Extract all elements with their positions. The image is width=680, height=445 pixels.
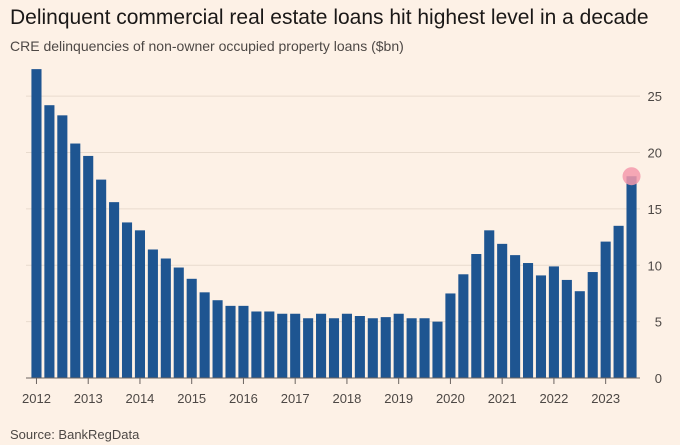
bar xyxy=(290,313,301,378)
x-tick-label: 2017 xyxy=(281,391,310,406)
bar xyxy=(96,179,107,378)
bar xyxy=(522,263,534,378)
bar xyxy=(497,243,508,378)
bar xyxy=(341,313,352,378)
bar xyxy=(251,311,262,378)
bar xyxy=(31,69,42,379)
y-tick-label: 20 xyxy=(648,146,662,161)
bar xyxy=(419,318,430,378)
bar xyxy=(57,115,68,378)
x-tick-label: 2012 xyxy=(22,391,51,406)
bar xyxy=(328,318,340,378)
bar xyxy=(121,222,133,378)
bar xyxy=(264,311,275,378)
bar xyxy=(225,305,236,378)
bar xyxy=(393,313,404,378)
bar xyxy=(44,105,55,378)
y-tick-label: 5 xyxy=(655,315,662,330)
x-tick-label: 2022 xyxy=(539,391,568,406)
source-note: Source: BankRegData xyxy=(10,427,140,442)
bar xyxy=(147,249,158,378)
bar xyxy=(445,293,456,378)
bar xyxy=(354,316,365,378)
x-tick-label: 2018 xyxy=(332,391,361,406)
bar xyxy=(574,291,585,378)
bar xyxy=(160,258,171,378)
bar xyxy=(548,266,559,378)
bar xyxy=(303,318,314,378)
y-tick-label: 15 xyxy=(648,202,662,217)
bar xyxy=(380,317,391,378)
bar xyxy=(406,318,417,378)
chart-subtitle: CRE delinquencies of non-owner occupied … xyxy=(10,38,404,54)
bar-chart: 2012 2013 2014 2015 2016 2017 2018 2019 2020 2021… xyxy=(22,69,662,406)
bar xyxy=(316,313,327,378)
y-tick-label: 25 xyxy=(648,89,662,104)
bar xyxy=(173,267,184,378)
x-tick-label: 2014 xyxy=(125,391,154,406)
y-tick-label: 0 xyxy=(655,371,662,386)
bar xyxy=(367,318,378,378)
bar xyxy=(432,321,443,378)
bar xyxy=(458,274,469,378)
x-tick-label: 2015 xyxy=(177,391,206,406)
bar xyxy=(134,230,146,378)
bar xyxy=(613,225,624,378)
x-tick-label: 2020 xyxy=(436,391,465,406)
bar xyxy=(70,143,81,378)
bar xyxy=(561,279,572,378)
highlight-marker xyxy=(622,167,641,186)
bar xyxy=(471,254,482,378)
bar xyxy=(109,202,120,378)
bar xyxy=(535,275,547,378)
y-tick-label: 10 xyxy=(648,258,662,273)
y-axis: 0 5 10 15 20 25 xyxy=(648,89,662,386)
bars xyxy=(31,69,637,379)
x-tick-label: 2021 xyxy=(488,391,517,406)
bar xyxy=(600,241,611,378)
bar xyxy=(186,278,197,378)
x-tick-label: 2016 xyxy=(229,391,258,406)
bar xyxy=(510,255,521,378)
bar xyxy=(83,155,94,378)
x-axis: 2012 2013 2014 2015 2016 2017 2018 2019 2020 2021… xyxy=(22,377,640,406)
x-tick-label: 2013 xyxy=(74,391,103,406)
bar xyxy=(484,230,495,378)
x-tick-label: 2023 xyxy=(591,391,620,406)
bar xyxy=(199,292,210,378)
bar xyxy=(587,272,598,378)
x-tick-label: 2019 xyxy=(384,391,413,406)
bar xyxy=(277,313,288,378)
chart-title: Delinquent commercial real estate loans … xyxy=(10,6,649,29)
bar xyxy=(238,305,249,378)
highlight-marker-layer xyxy=(622,167,641,186)
bar xyxy=(212,300,223,378)
bar xyxy=(626,176,637,378)
